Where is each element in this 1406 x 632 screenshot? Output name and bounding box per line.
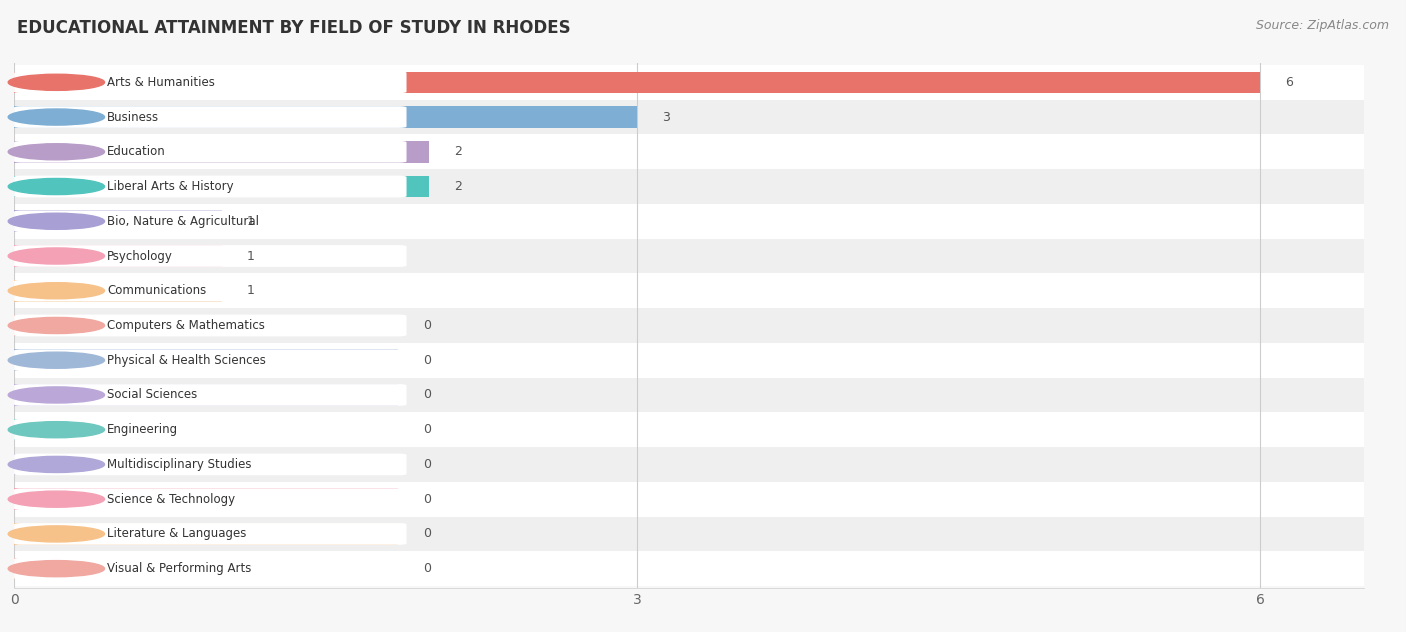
Text: 0: 0: [423, 493, 432, 506]
FancyBboxPatch shape: [14, 280, 406, 301]
FancyBboxPatch shape: [14, 384, 406, 406]
Text: EDUCATIONAL ATTAINMENT BY FIELD OF STUDY IN RHODES: EDUCATIONAL ATTAINMENT BY FIELD OF STUDY…: [17, 19, 571, 37]
Text: Physical & Health Sciences: Physical & Health Sciences: [107, 354, 266, 367]
Bar: [14, 419, 398, 441]
Text: Education: Education: [107, 145, 166, 158]
FancyBboxPatch shape: [14, 315, 406, 336]
Text: 0: 0: [423, 389, 432, 401]
Circle shape: [8, 387, 104, 403]
Text: 2: 2: [454, 145, 463, 158]
Circle shape: [8, 248, 104, 264]
Bar: [0, 239, 1406, 274]
Circle shape: [8, 491, 104, 507]
Bar: [14, 349, 398, 371]
Bar: [0, 65, 1406, 100]
Bar: [14, 558, 398, 580]
Bar: [14, 523, 398, 545]
Text: Liberal Arts & History: Liberal Arts & History: [107, 180, 233, 193]
Bar: [14, 384, 398, 406]
Bar: [0, 274, 1406, 308]
FancyBboxPatch shape: [14, 106, 406, 128]
Bar: [0, 100, 1406, 135]
Bar: [0, 169, 1406, 204]
Text: Visual & Performing Arts: Visual & Performing Arts: [107, 562, 252, 575]
Bar: [14, 315, 398, 336]
Text: 0: 0: [423, 423, 432, 436]
Text: Source: ZipAtlas.com: Source: ZipAtlas.com: [1256, 19, 1389, 32]
Circle shape: [8, 561, 104, 577]
FancyBboxPatch shape: [14, 419, 406, 441]
FancyBboxPatch shape: [14, 558, 406, 580]
Text: 1: 1: [246, 215, 254, 228]
Circle shape: [8, 422, 104, 438]
Circle shape: [8, 74, 104, 90]
Text: Social Sciences: Social Sciences: [107, 389, 198, 401]
Text: 0: 0: [423, 319, 432, 332]
Text: Communications: Communications: [107, 284, 207, 297]
FancyBboxPatch shape: [14, 210, 406, 232]
Bar: [0, 447, 1406, 482]
Text: 3: 3: [662, 111, 669, 123]
Text: Business: Business: [107, 111, 159, 123]
Bar: [14, 489, 398, 510]
Bar: [0, 135, 1406, 169]
Bar: [0, 516, 1406, 551]
Bar: [14, 280, 222, 301]
FancyBboxPatch shape: [14, 71, 406, 93]
Text: 1: 1: [246, 250, 254, 262]
Bar: [14, 106, 637, 128]
FancyBboxPatch shape: [14, 489, 406, 510]
Text: 0: 0: [423, 354, 432, 367]
Circle shape: [8, 352, 104, 368]
Circle shape: [8, 109, 104, 125]
Text: 6: 6: [1285, 76, 1292, 89]
Text: 0: 0: [423, 528, 432, 540]
Text: Arts & Humanities: Arts & Humanities: [107, 76, 215, 89]
Bar: [14, 454, 398, 475]
Text: Science & Technology: Science & Technology: [107, 493, 235, 506]
FancyBboxPatch shape: [14, 245, 406, 267]
Bar: [0, 204, 1406, 239]
Bar: [0, 482, 1406, 516]
Bar: [0, 308, 1406, 343]
Circle shape: [8, 283, 104, 299]
Circle shape: [8, 456, 104, 473]
Bar: [14, 245, 222, 267]
Bar: [0, 377, 1406, 412]
FancyBboxPatch shape: [14, 349, 406, 371]
Bar: [14, 71, 1260, 93]
Bar: [0, 343, 1406, 377]
Text: Literature & Languages: Literature & Languages: [107, 528, 246, 540]
Bar: [14, 176, 429, 197]
Bar: [0, 412, 1406, 447]
FancyBboxPatch shape: [14, 141, 406, 162]
Text: Multidisciplinary Studies: Multidisciplinary Studies: [107, 458, 252, 471]
Bar: [0, 551, 1406, 586]
Text: 1: 1: [246, 284, 254, 297]
Text: Engineering: Engineering: [107, 423, 179, 436]
Text: Psychology: Psychology: [107, 250, 173, 262]
Text: 0: 0: [423, 458, 432, 471]
Bar: [14, 141, 429, 162]
Circle shape: [8, 317, 104, 334]
FancyBboxPatch shape: [14, 176, 406, 197]
Bar: [14, 210, 222, 232]
Circle shape: [8, 526, 104, 542]
Text: Computers & Mathematics: Computers & Mathematics: [107, 319, 266, 332]
Text: 2: 2: [454, 180, 463, 193]
FancyBboxPatch shape: [14, 523, 406, 545]
Text: Bio, Nature & Agricultural: Bio, Nature & Agricultural: [107, 215, 259, 228]
Circle shape: [8, 143, 104, 160]
Text: 0: 0: [423, 562, 432, 575]
Circle shape: [8, 178, 104, 195]
Circle shape: [8, 213, 104, 229]
FancyBboxPatch shape: [14, 454, 406, 475]
